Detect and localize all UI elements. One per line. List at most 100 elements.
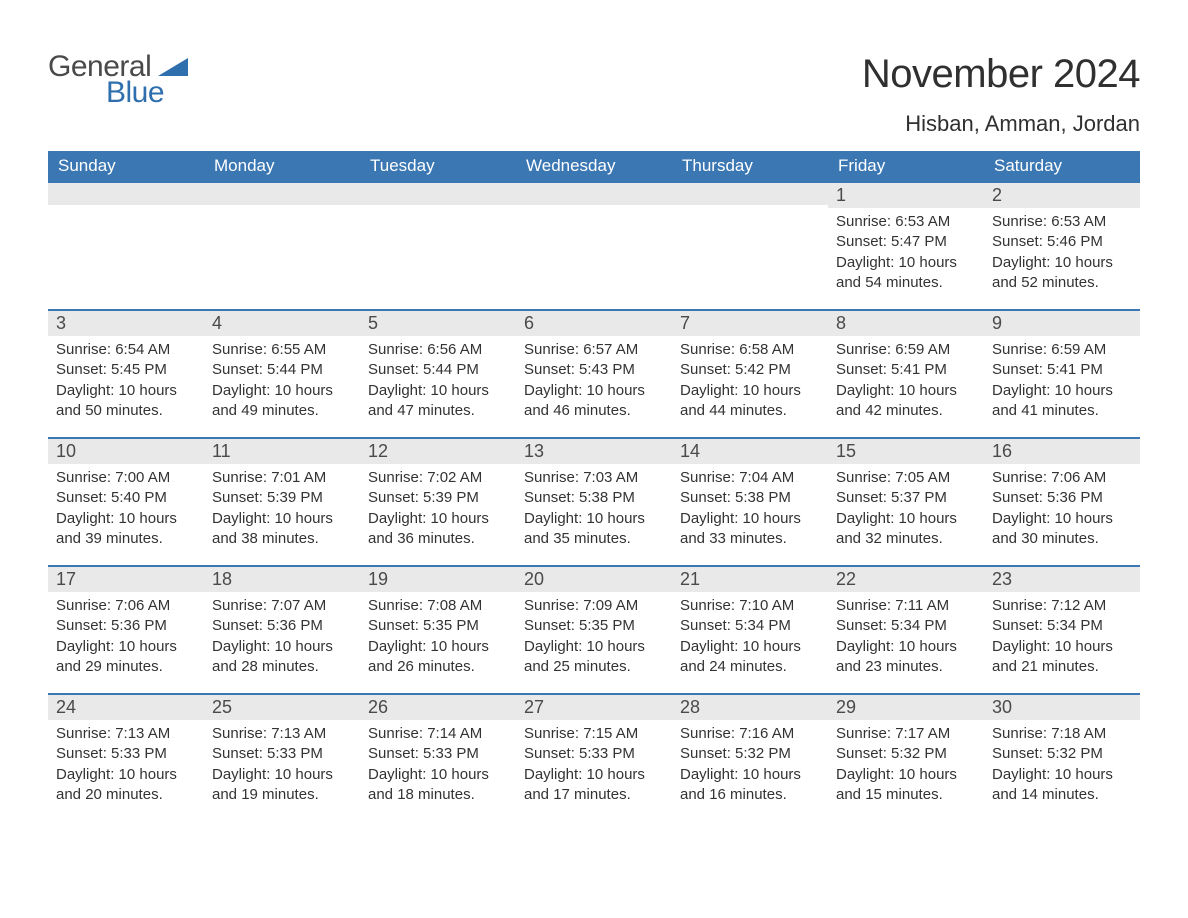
- day-number: [360, 181, 516, 205]
- day-details: Sunrise: 7:01 AMSunset: 5:39 PMDaylight:…: [204, 464, 360, 557]
- daylight-text: Daylight: 10 hours and 20 minutes.: [56, 765, 196, 806]
- daylight-text: Daylight: 10 hours and 32 minutes.: [836, 509, 976, 550]
- calendar-day-cell: 13Sunrise: 7:03 AMSunset: 5:38 PMDayligh…: [516, 437, 672, 565]
- daylight-text: Daylight: 10 hours and 35 minutes.: [524, 509, 664, 550]
- day-number: 15: [828, 437, 984, 464]
- sunset-text: Sunset: 5:33 PM: [56, 744, 196, 764]
- daylight-text: Daylight: 10 hours and 49 minutes.: [212, 381, 352, 422]
- sunset-text: Sunset: 5:35 PM: [524, 616, 664, 636]
- calendar-thead: Sunday Monday Tuesday Wednesday Thursday…: [48, 151, 1140, 181]
- calendar-week-row: 10Sunrise: 7:00 AMSunset: 5:40 PMDayligh…: [48, 437, 1140, 565]
- day-header: Friday: [828, 151, 984, 181]
- daylight-text: Daylight: 10 hours and 26 minutes.: [368, 637, 508, 678]
- daylight-text: Daylight: 10 hours and 29 minutes.: [56, 637, 196, 678]
- calendar-day-cell: [360, 181, 516, 309]
- day-number: 30: [984, 693, 1140, 720]
- sunset-text: Sunset: 5:37 PM: [836, 488, 976, 508]
- sunrise-text: Sunrise: 7:07 AM: [212, 596, 352, 616]
- sunrise-text: Sunrise: 7:13 AM: [212, 724, 352, 744]
- day-number: 19: [360, 565, 516, 592]
- day-number: [48, 181, 204, 205]
- daylight-text: Daylight: 10 hours and 17 minutes.: [524, 765, 664, 806]
- day-number: 10: [48, 437, 204, 464]
- day-details: Sunrise: 6:57 AMSunset: 5:43 PMDaylight:…: [516, 336, 672, 429]
- day-number: 4: [204, 309, 360, 336]
- day-number: 22: [828, 565, 984, 592]
- sunrise-text: Sunrise: 7:03 AM: [524, 468, 664, 488]
- day-number: [516, 181, 672, 205]
- calendar-day-cell: 15Sunrise: 7:05 AMSunset: 5:37 PMDayligh…: [828, 437, 984, 565]
- sunrise-text: Sunrise: 7:14 AM: [368, 724, 508, 744]
- day-number: 5: [360, 309, 516, 336]
- calendar-day-cell: 1 Sunrise: 6:53 AMSunset: 5:47 PMDaylight…: [828, 181, 984, 309]
- day-details: Sunrise: 7:08 AMSunset: 5:35 PMDaylight:…: [360, 592, 516, 685]
- sunset-text: Sunset: 5:41 PM: [992, 360, 1132, 380]
- day-details: Sunrise: 7:00 AMSunset: 5:40 PMDaylight:…: [48, 464, 204, 557]
- day-number: 1: [828, 181, 984, 208]
- sunset-text: Sunset: 5:35 PM: [368, 616, 508, 636]
- day-number: 20: [516, 565, 672, 592]
- calendar-day-cell: 25Sunrise: 7:13 AMSunset: 5:33 PMDayligh…: [204, 693, 360, 821]
- sunset-text: Sunset: 5:33 PM: [368, 744, 508, 764]
- day-number: 26: [360, 693, 516, 720]
- calendar-day-cell: 24Sunrise: 7:13 AMSunset: 5:33 PMDayligh…: [48, 693, 204, 821]
- day-number: 16: [984, 437, 1140, 464]
- sunrise-text: Sunrise: 7:09 AM: [524, 596, 664, 616]
- day-details: Sunrise: 7:02 AMSunset: 5:39 PMDaylight:…: [360, 464, 516, 557]
- day-details: Sunrise: 7:13 AMSunset: 5:33 PMDaylight:…: [204, 720, 360, 813]
- sunrise-text: Sunrise: 6:54 AM: [56, 340, 196, 360]
- sunset-text: Sunset: 5:36 PM: [992, 488, 1132, 508]
- calendar-week-row: 17Sunrise: 7:06 AMSunset: 5:36 PMDayligh…: [48, 565, 1140, 693]
- day-details: Sunrise: 7:03 AMSunset: 5:38 PMDaylight:…: [516, 464, 672, 557]
- sunrise-text: Sunrise: 7:02 AM: [368, 468, 508, 488]
- sunrise-text: Sunrise: 7:04 AM: [680, 468, 820, 488]
- sunset-text: Sunset: 5:47 PM: [836, 232, 976, 252]
- daylight-text: Daylight: 10 hours and 54 minutes.: [836, 253, 976, 294]
- page: General Blue November 2024 Hisban, Amman…: [0, 0, 1188, 861]
- day-number: 3: [48, 309, 204, 336]
- daylight-text: Daylight: 10 hours and 16 minutes.: [680, 765, 820, 806]
- day-number: 24: [48, 693, 204, 720]
- sunrise-text: Sunrise: 7:17 AM: [836, 724, 976, 744]
- day-details: Sunrise: 7:15 AMSunset: 5:33 PMDaylight:…: [516, 720, 672, 813]
- day-details: Sunrise: 6:59 AMSunset: 5:41 PMDaylight:…: [984, 336, 1140, 429]
- day-number: 17: [48, 565, 204, 592]
- day-details: Sunrise: 6:58 AMSunset: 5:42 PMDaylight:…: [672, 336, 828, 429]
- calendar-day-cell: 12Sunrise: 7:02 AMSunset: 5:39 PMDayligh…: [360, 437, 516, 565]
- sunset-text: Sunset: 5:45 PM: [56, 360, 196, 380]
- calendar-day-cell: 21Sunrise: 7:10 AMSunset: 5:34 PMDayligh…: [672, 565, 828, 693]
- sunset-text: Sunset: 5:33 PM: [212, 744, 352, 764]
- day-header: Thursday: [672, 151, 828, 181]
- day-details: Sunrise: 6:59 AMSunset: 5:41 PMDaylight:…: [828, 336, 984, 429]
- daylight-text: Daylight: 10 hours and 41 minutes.: [992, 381, 1132, 422]
- calendar-day-cell: 29Sunrise: 7:17 AMSunset: 5:32 PMDayligh…: [828, 693, 984, 821]
- calendar-day-cell: 27Sunrise: 7:15 AMSunset: 5:33 PMDayligh…: [516, 693, 672, 821]
- sunset-text: Sunset: 5:32 PM: [680, 744, 820, 764]
- sunset-text: Sunset: 5:42 PM: [680, 360, 820, 380]
- sunrise-text: Sunrise: 7:00 AM: [56, 468, 196, 488]
- sunset-text: Sunset: 5:34 PM: [680, 616, 820, 636]
- day-details: Sunrise: 7:11 AMSunset: 5:34 PMDaylight:…: [828, 592, 984, 685]
- daylight-text: Daylight: 10 hours and 47 minutes.: [368, 381, 508, 422]
- sunrise-text: Sunrise: 6:59 AM: [836, 340, 976, 360]
- sunrise-text: Sunrise: 6:59 AM: [992, 340, 1132, 360]
- day-number: 6: [516, 309, 672, 336]
- day-details: Sunrise: 6:54 AMSunset: 5:45 PMDaylight:…: [48, 336, 204, 429]
- daylight-text: Daylight: 10 hours and 19 minutes.: [212, 765, 352, 806]
- daylight-text: Daylight: 10 hours and 14 minutes.: [992, 765, 1132, 806]
- daylight-text: Daylight: 10 hours and 42 minutes.: [836, 381, 976, 422]
- day-details: Sunrise: 7:06 AMSunset: 5:36 PMDaylight:…: [984, 464, 1140, 557]
- day-header: Sunday: [48, 151, 204, 181]
- day-header: Monday: [204, 151, 360, 181]
- sunrise-text: Sunrise: 7:18 AM: [992, 724, 1132, 744]
- sunset-text: Sunset: 5:40 PM: [56, 488, 196, 508]
- daylight-text: Daylight: 10 hours and 15 minutes.: [836, 765, 976, 806]
- day-details: Sunrise: 7:07 AMSunset: 5:36 PMDaylight:…: [204, 592, 360, 685]
- sunset-text: Sunset: 5:36 PM: [56, 616, 196, 636]
- daylight-text: Daylight: 10 hours and 38 minutes.: [212, 509, 352, 550]
- calendar-day-cell: 20Sunrise: 7:09 AMSunset: 5:35 PMDayligh…: [516, 565, 672, 693]
- sunrise-text: Sunrise: 6:53 AM: [836, 212, 976, 232]
- daylight-text: Daylight: 10 hours and 39 minutes.: [56, 509, 196, 550]
- sunrise-text: Sunrise: 7:10 AM: [680, 596, 820, 616]
- daylight-text: Daylight: 10 hours and 46 minutes.: [524, 381, 664, 422]
